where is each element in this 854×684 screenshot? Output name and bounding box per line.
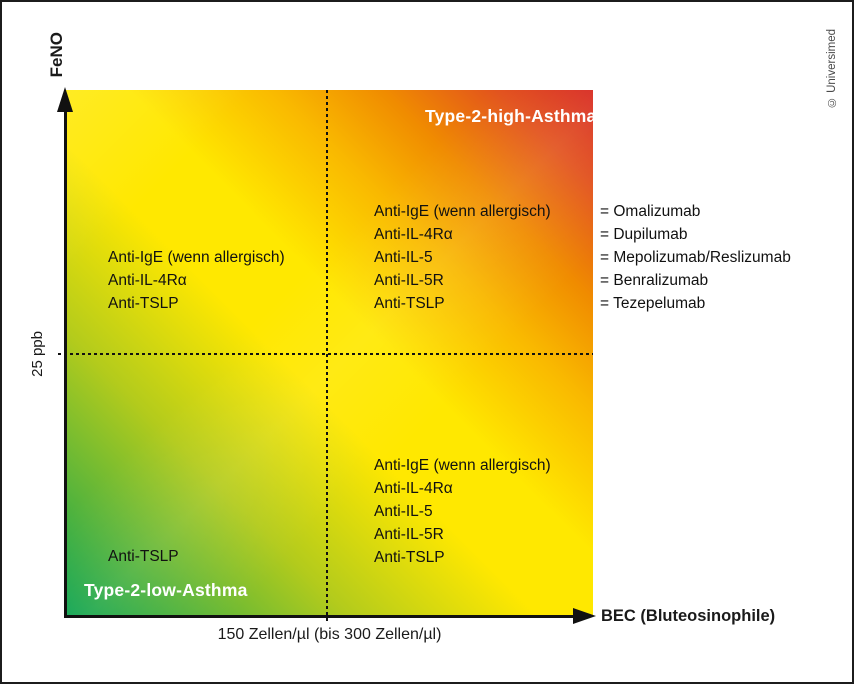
x-axis-line	[64, 615, 576, 618]
legend-item: = Dupilumab	[600, 226, 688, 243]
x-axis-threshold-label: 150 Zellen/µl (bis 300 Zellen/µl)	[217, 626, 442, 643]
copyright-text: © Universimed	[826, 29, 838, 109]
quadrant-bottom-right-therapies: Anti-IgE (wenn allergisch) Anti-IL-4Rα A…	[374, 454, 551, 569]
bec-threshold-line	[326, 90, 328, 622]
drug-legend: = Omalizumab = Dupilumab = Mepolizumab/R…	[600, 200, 791, 315]
type-2-low-asthma-label: Type-2-low-Asthma	[84, 580, 248, 600]
therapy-item: Anti-TSLP	[374, 295, 445, 312]
therapy-item: Anti-TSLP	[374, 549, 445, 566]
x-axis-label: BEC (Bluteosinophile)	[601, 607, 776, 625]
therapy-item: Anti-IgE (wenn allergisch)	[108, 249, 285, 266]
therapy-item: Anti-TSLP	[108, 295, 179, 312]
therapy-item: Anti-IL-4Rα	[374, 480, 453, 497]
copyright-notice: © Universimed	[826, 14, 838, 124]
therapy-item: Anti-IL-4Rα	[108, 272, 187, 289]
y-axis-label: FeNO	[47, 28, 67, 82]
y-axis-threshold-label: 25 ppb	[29, 322, 46, 386]
therapy-item: Anti-IL-4Rα	[374, 226, 453, 243]
legend-item: = Tezepelumab	[600, 295, 706, 312]
quadrant-top-right-therapies: Anti-IgE (wenn allergisch) Anti-IL-4Rα A…	[374, 200, 551, 315]
y-axis-arrowhead-icon	[57, 87, 73, 112]
therapy-item: Anti-IL-5R	[374, 272, 444, 289]
therapy-item: Anti-TSLP	[108, 548, 179, 565]
therapy-item: Anti-IL-5R	[374, 526, 444, 543]
y-axis-label-text: FeNO	[47, 32, 66, 78]
therapy-item: Anti-IL-5	[374, 503, 433, 520]
therapy-item: Anti-IgE (wenn allergisch)	[374, 457, 551, 474]
therapy-item: Anti-IgE (wenn allergisch)	[374, 203, 551, 220]
x-axis-arrowhead-icon	[573, 608, 596, 624]
y-axis-threshold-text: 25 ppb	[29, 331, 46, 377]
legend-item: = Mepolizumab/Reslizumab	[600, 249, 791, 266]
legend-item: = Benralizumab	[600, 272, 709, 289]
quadrant-bottom-left-therapies: Anti-TSLP	[108, 545, 179, 568]
legend-item: = Omalizumab	[600, 203, 701, 220]
y-axis-line	[64, 102, 67, 617]
feno-threshold-line	[58, 353, 593, 355]
therapy-item: Anti-IL-5	[374, 249, 433, 266]
type-2-high-asthma-label: Type-2-high-Asthma	[425, 106, 597, 126]
quadrant-top-left-therapies: Anti-IgE (wenn allergisch) Anti-IL-4Rα A…	[108, 246, 285, 315]
